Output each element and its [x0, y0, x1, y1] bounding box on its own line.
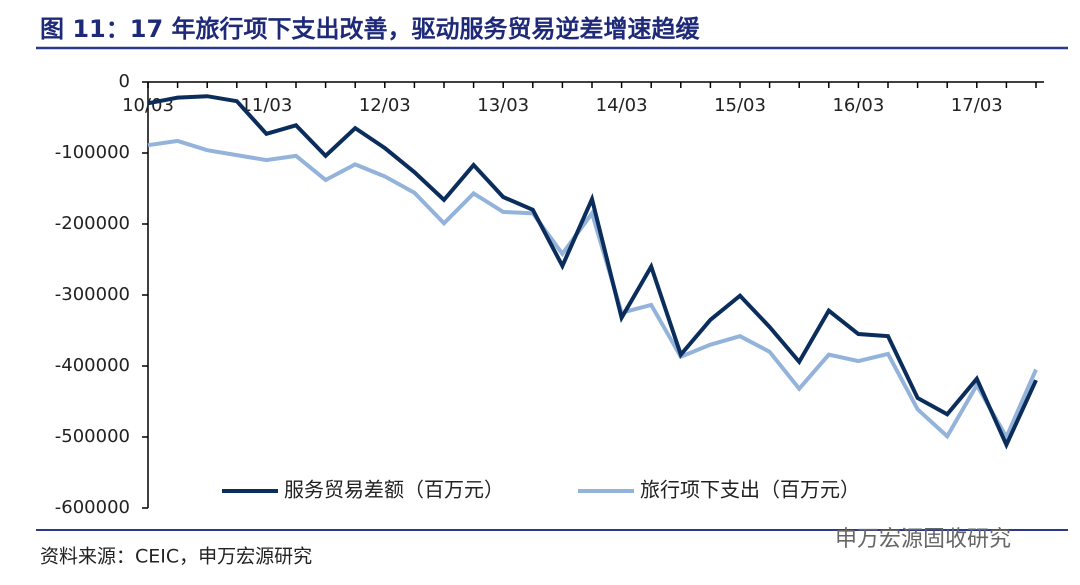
x-tick-label: 12/03: [359, 95, 411, 116]
legend-label: 旅行项下支出（百万元）: [640, 478, 860, 502]
x-tick-label: 14/03: [596, 95, 648, 116]
series-line: [147, 138, 1038, 442]
chart-title: 图 11：17 年旅行项下支出改善，驱动服务贸易逆差增速趋缓: [40, 15, 701, 43]
y-tick-label: -400000: [55, 355, 130, 376]
y-tick-label: -300000: [55, 284, 130, 305]
x-tick-label: 11/03: [240, 95, 292, 116]
x-tick-label: 17/03: [951, 95, 1003, 116]
y-tick-label: -500000: [55, 426, 130, 447]
y-tick-label: -200000: [55, 213, 130, 234]
x-tick-label: 15/03: [714, 95, 766, 116]
x-tick-label: 16/03: [832, 95, 884, 116]
y-tick-label: -600000: [55, 497, 130, 518]
legend-label: 服务贸易差额（百万元）: [284, 478, 504, 502]
y-tick-label: 0: [119, 71, 130, 92]
watermark: 申万宏源固收研究: [835, 527, 1011, 552]
series-line: [147, 94, 1038, 450]
x-tick-label: 13/03: [477, 95, 529, 116]
source: 资料来源：CEIC，申万宏源研究: [40, 546, 312, 568]
y-tick-label: -100000: [55, 142, 130, 163]
